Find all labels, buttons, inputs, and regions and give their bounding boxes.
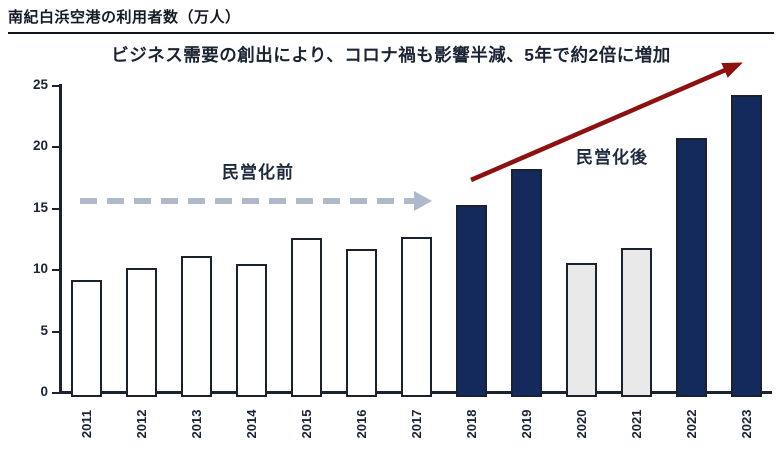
x-axis-label-2023: 2023 xyxy=(738,409,754,439)
bar-2017 xyxy=(401,236,432,397)
y-axis-tick-label-20: 20 xyxy=(32,138,48,153)
y-axis-tick-5 xyxy=(52,330,59,333)
bar-2013 xyxy=(181,256,212,397)
y-axis-tick-15 xyxy=(52,207,59,210)
y-axis-tick-10 xyxy=(52,269,59,271)
y-axis-tick-label-10: 10 xyxy=(32,261,48,276)
title-divider xyxy=(8,32,774,34)
x-axis-label-2013: 2013 xyxy=(188,409,204,439)
y-axis-tick-label-0: 0 xyxy=(40,384,48,399)
x-axis-label-2022: 2022 xyxy=(683,409,699,439)
x-axis-label-2016: 2016 xyxy=(353,409,369,439)
x-axis-label-2018: 2018 xyxy=(463,409,479,439)
x-axis-label-2014: 2014 xyxy=(243,409,259,439)
bar-2014 xyxy=(236,263,267,397)
y-axis-tick-label-5: 5 xyxy=(40,322,48,338)
bar-2019 xyxy=(511,169,542,397)
x-axis-label-2011: 2011 xyxy=(78,409,94,439)
y-axis-tick-label-25: 25 xyxy=(32,76,48,92)
y-axis-tick-0 xyxy=(52,392,59,394)
bar-2011 xyxy=(71,279,102,397)
post-privatization-label: 民営化後 xyxy=(576,148,648,167)
chart-title: 南紀白浜空港の利用者数（万人） xyxy=(8,9,241,26)
y-axis-tick-25 xyxy=(52,84,59,87)
chart-subtitle: ビジネス需要の創出により、コロナ禍も影響半減、5年で約2倍に増加 xyxy=(111,45,671,65)
bar-2018 xyxy=(456,204,487,397)
bar-2020 xyxy=(566,262,597,397)
bar-2012 xyxy=(126,267,157,397)
x-axis-label-2017: 2017 xyxy=(408,409,424,439)
y-axis-tick-20 xyxy=(52,146,59,148)
bar-2016 xyxy=(346,249,377,397)
pre-privatization-label: 民営化前 xyxy=(222,163,294,182)
bar-2021 xyxy=(621,247,652,397)
bar-2022 xyxy=(676,138,707,397)
x-axis-label-2019: 2019 xyxy=(518,409,534,439)
y-axis-line xyxy=(59,84,62,394)
x-axis-label-2021: 2021 xyxy=(628,409,644,439)
bar-2023 xyxy=(731,95,762,397)
x-axis-label-2012: 2012 xyxy=(133,409,149,439)
x-axis-label-2015: 2015 xyxy=(298,409,314,439)
x-axis-label-2020: 2020 xyxy=(573,409,589,439)
bar-2015 xyxy=(291,238,322,397)
y-axis-tick-label-15: 15 xyxy=(32,199,48,215)
